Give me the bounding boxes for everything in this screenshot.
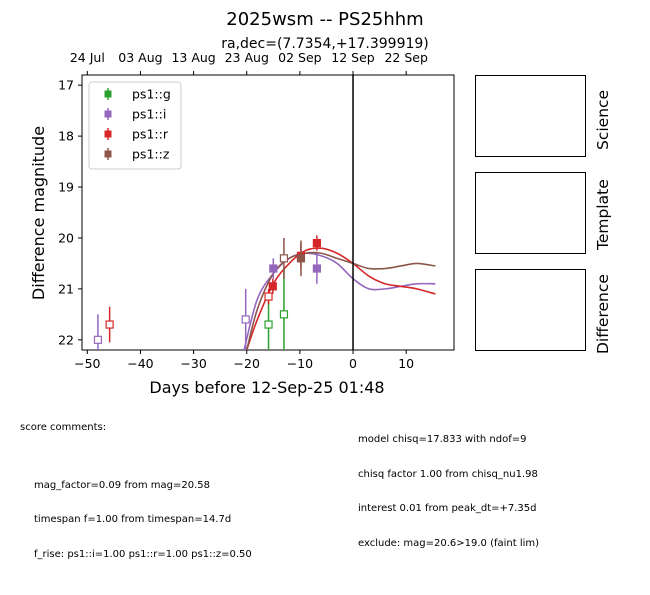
top-tick-label: 22 Sep [384,50,428,65]
legend-marker [104,130,112,138]
data-points [93,235,321,350]
x-tick-label: −30 [180,356,206,371]
score-comment-line: f_rise: ps1::i=1.00 ps1::r=1.00 ps1::z=0… [34,548,252,560]
y-tick-label: 17 [58,78,74,93]
data-point [312,264,321,273]
score-comment-line: mag_factor=0.09 from mag=20.58 [34,479,211,491]
top-tick-label: 03 Aug [118,50,162,65]
figure: 2025wsm -- PS25hhm ra,dec=(7.7354,+17.39… [29,9,455,397]
x-tick-label: −40 [127,356,153,371]
data-point [269,264,278,273]
x-tick-label: −20 [234,356,260,371]
score-comments: score comments: mag_factor=0.09 from mag… [20,399,252,595]
chart-title: 2025wsm -- PS25hhm [226,9,423,30]
x-tick-label: −10 [287,356,313,371]
data-point [264,292,273,301]
top-tick-label: 12 Sep [331,50,375,65]
legend-marker [104,110,112,118]
model-comments: model chisq=17.833 with ndof=9 chisq fac… [358,411,539,561]
x-tick-label: 10 [398,356,414,371]
difference-panel [475,269,586,351]
legend-label: ps1::i [132,107,166,122]
model-comment-line: interest 0.01 from peak_dt=+7.35d [358,503,537,514]
y-tick-label: 20 [58,230,74,245]
legend-marker [104,90,112,98]
x-tick-label: 0 [349,356,357,371]
y-tick-label: 21 [58,281,74,296]
x-tick-label: −50 [74,356,100,371]
top-axis-ticks: 24 Jul 03 Aug 13 Aug 23 Aug 02 Sep 12 Sep 22 S… [70,50,428,75]
chart-subtitle: ra,dec=(7.7354,+17.399919) [221,36,429,52]
model-comment-line: chisq factor 1.00 from chisq_nu1.98 [358,468,538,480]
data-point [241,315,250,324]
y-axis-label: Difference magnitude [29,126,48,300]
y-tick-label: 18 [58,129,74,144]
legend-label: ps1::g [132,87,171,102]
top-tick-label: 23 Aug [225,50,269,65]
science-panel [475,75,586,157]
model-comment-line: exclude: mag=20.6>19.0 (faint lim) [358,537,540,549]
data-point [296,254,306,263]
model-comment-line: model chisq=17.833 with ndof=9 [358,434,527,445]
data-point [268,282,277,291]
top-tick-label: 02 Sep [278,50,322,65]
top-tick-label: 13 Aug [171,50,215,65]
y-tick-label: 22 [58,332,74,347]
score-comments-heading: score comments: [20,422,107,433]
x-axis-ticks: −50 −40 −30 −20 −10 0 10 [74,350,414,371]
legend-frame [88,81,182,170]
top-tick-label: 24 Jul [70,50,105,65]
x-axis-label: Days before 12-Sep-25 01:48 [149,378,384,397]
score-comment-line: timespan f=1.00 from timespan=14.7d [34,514,232,525]
plot-area: −50 −40 −30 −20 −10 0 10 17 18 19 20 21 22 24 Jul 03… [58,50,455,371]
data-point [279,254,289,263]
legend-label: ps1::z [132,147,170,162]
data-point [105,320,114,329]
template-label: Template [594,179,612,250]
y-axis-ticks: 17 18 19 20 21 22 [58,78,82,347]
data-point [264,320,273,329]
data-point [93,335,103,344]
data-point [312,238,321,248]
y-tick-label: 19 [58,180,74,195]
data-point [279,310,289,319]
legend-marker [104,150,112,158]
legend-label: ps1::r [132,127,169,142]
difference-label: Difference [594,274,612,354]
science-label: Science [594,89,612,150]
template-panel [475,172,586,254]
